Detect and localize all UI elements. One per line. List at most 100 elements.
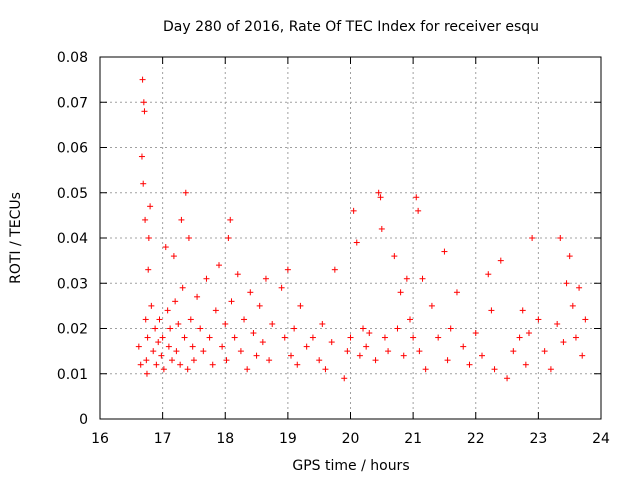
data-point [284, 266, 291, 273]
y-tick-label: 0.08 [57, 50, 88, 66]
x-tick-label: 18 [216, 431, 234, 447]
data-point [262, 275, 269, 282]
data-point [144, 334, 151, 341]
x-tick-label: 16 [91, 431, 109, 447]
data-point [253, 352, 260, 359]
data-point [138, 153, 145, 160]
data-point [557, 235, 564, 241]
data-point [394, 325, 401, 332]
data-point [360, 325, 367, 332]
data-point [162, 244, 169, 251]
data-point [215, 262, 222, 269]
x-tick-label: 23 [529, 431, 547, 447]
data-point [228, 298, 235, 305]
data-point [309, 334, 316, 341]
data-point [164, 307, 171, 314]
data-point [554, 320, 561, 327]
data-point [185, 235, 192, 241]
data-point [519, 307, 526, 314]
data-point [441, 248, 448, 255]
data-point [142, 316, 149, 323]
data-point [350, 207, 357, 214]
data-point [200, 348, 207, 355]
data-point [497, 257, 504, 264]
data-point [140, 99, 147, 106]
data-point [319, 320, 326, 327]
data-point [172, 298, 179, 305]
data-point [535, 316, 542, 323]
data-point [155, 339, 162, 346]
data-point [190, 357, 197, 364]
data-point [231, 334, 238, 341]
x-tick-label: 17 [154, 431, 172, 447]
data-point [356, 352, 363, 359]
data-point [377, 194, 384, 201]
data-point [165, 343, 172, 350]
data-point [141, 108, 148, 115]
data-point [381, 334, 388, 341]
data-point [256, 302, 263, 309]
data-point [522, 361, 529, 368]
data-point [150, 348, 157, 355]
data-point [510, 348, 517, 355]
data-point [203, 275, 210, 282]
x-tick-label: 22 [467, 431, 485, 447]
data-point [177, 361, 184, 368]
data-point [140, 180, 147, 187]
data-point [288, 352, 295, 359]
data-point [281, 334, 288, 341]
data-point [145, 266, 152, 273]
data-point [197, 325, 204, 332]
data-point [422, 366, 429, 373]
x-tick-label: 24 [592, 431, 610, 447]
data-point [137, 361, 144, 368]
data-point [385, 348, 392, 355]
data-point [167, 325, 174, 332]
data-point [525, 330, 532, 337]
data-point [247, 289, 254, 296]
y-tick-label: 0.01 [57, 367, 88, 383]
data-point [266, 357, 273, 364]
data-point [219, 343, 226, 350]
data-point [297, 302, 304, 309]
data-point [413, 194, 420, 201]
data-point [347, 334, 354, 341]
y-tick-label: 0.07 [57, 95, 88, 111]
data-point [209, 361, 216, 368]
data-point [147, 203, 154, 210]
y-tick-label: 0.04 [57, 231, 88, 247]
y-tick-label: 0.05 [57, 186, 88, 202]
data-point [529, 235, 536, 241]
data-point [241, 316, 248, 323]
data-point [148, 302, 155, 309]
data-point [541, 348, 548, 355]
data-point [576, 284, 583, 291]
data-point [560, 339, 567, 346]
data-point [179, 284, 186, 291]
chart-title: Day 280 of 2016, Rate Of TEC Index for r… [163, 19, 539, 35]
data-point [563, 280, 570, 287]
data-point [159, 334, 166, 341]
grid-lines [100, 57, 601, 419]
data-point [303, 343, 310, 350]
x-axis-title: GPS time / hours [292, 458, 409, 474]
data-point [227, 216, 234, 223]
axis-ticks [99, 56, 602, 420]
data-point [410, 334, 417, 341]
data-point [491, 366, 498, 373]
data-point [139, 76, 146, 83]
data-point [447, 325, 454, 332]
data-point [466, 361, 473, 368]
data-point [363, 343, 370, 350]
data-point [189, 343, 196, 350]
data-point [291, 325, 298, 332]
data-point [181, 334, 188, 341]
data-point [485, 271, 492, 278]
data-point [419, 275, 426, 282]
data-point [341, 375, 348, 382]
data-point [225, 235, 232, 241]
y-tick-labels: 0 0.01 0.02 0.03 0.04 0.05 0.06 0.07 0.08 [57, 50, 88, 428]
data-point [403, 275, 410, 282]
data-point [223, 357, 230, 364]
